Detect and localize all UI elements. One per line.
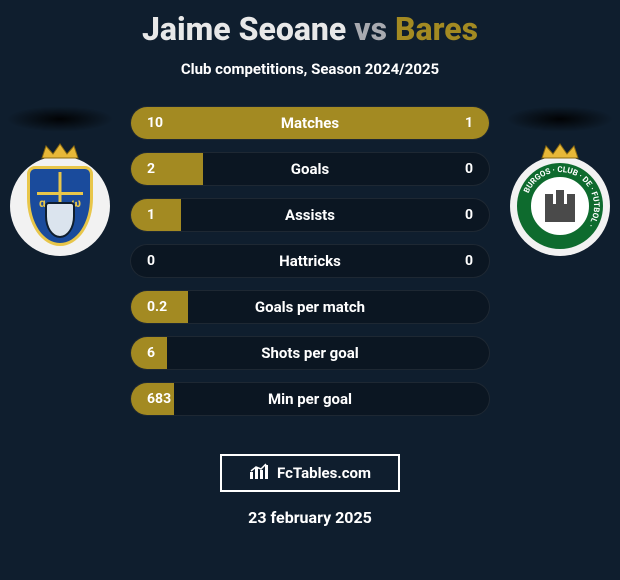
stat-row: 1Assists0: [130, 198, 490, 232]
player2-podium: BURGOS · CLUB · DE · FUTBOL ·: [500, 106, 620, 436]
stat-row: 0.2Goals per match: [130, 290, 490, 324]
stat-row: 0Hattricks0: [130, 244, 490, 278]
crown-icon: [540, 142, 580, 160]
watermark-badge: FcTables.com: [220, 454, 400, 492]
stat-right-value: 0: [419, 253, 489, 269]
real-oviedo-crest: α ω: [27, 166, 93, 246]
stat-left-value: 1: [131, 207, 201, 223]
stat-row: 10Matches1: [130, 106, 490, 140]
stat-left-value: 0.2: [131, 299, 201, 315]
crown-icon: [40, 142, 80, 160]
subtitle: Club competitions, Season 2024/2025: [0, 60, 620, 78]
vs-label: vs: [354, 10, 387, 48]
stat-label: Goals per match: [201, 298, 419, 316]
player2-name: Bares: [395, 10, 478, 48]
shadow-ellipse: [506, 106, 614, 132]
stat-bars: 10Matches12Goals01Assists00Hattricks00.2…: [130, 106, 490, 428]
player1-crest-disc: α ω: [10, 156, 110, 256]
stat-label: Min per goal: [201, 390, 419, 408]
stat-row: 2Goals0: [130, 152, 490, 186]
date-label: 23 february 2025: [0, 508, 620, 527]
stat-row: 6Shots per goal: [130, 336, 490, 370]
stat-label: Matches: [201, 114, 419, 132]
stat-row: 683Min per goal: [130, 382, 490, 416]
watermark-text: FcTables.com: [277, 464, 371, 482]
stat-right-value: 1: [419, 115, 489, 131]
stat-left-value: 2: [131, 161, 201, 177]
player1-podium: α ω: [0, 106, 120, 436]
shadow-ellipse: [6, 106, 114, 132]
player1-name: Jaime Seoane: [142, 10, 346, 48]
burgos-cf-crest: BURGOS · CLUB · DE · FUTBOL ·: [517, 163, 603, 249]
player2-crest-disc: BURGOS · CLUB · DE · FUTBOL ·: [510, 156, 610, 256]
stat-label: Goals: [201, 160, 419, 178]
stat-left-value: 6: [131, 345, 201, 361]
stat-left-value: 0: [131, 253, 201, 269]
stat-label: Assists: [201, 206, 419, 224]
stat-label: Hattricks: [201, 252, 419, 270]
stat-right-value: 0: [419, 207, 489, 223]
page-title: Jaime Seoane vs Bares: [0, 0, 620, 48]
stat-right-value: 0: [419, 161, 489, 177]
comparison-arena: α ω BURGOS · CLUB · DE · FUTBOL ·: [0, 106, 620, 436]
spark-chart-icon: [249, 462, 271, 484]
stat-left-value: 683: [131, 391, 201, 407]
stat-label: Shots per goal: [201, 344, 419, 362]
stat-left-value: 10: [131, 115, 201, 131]
